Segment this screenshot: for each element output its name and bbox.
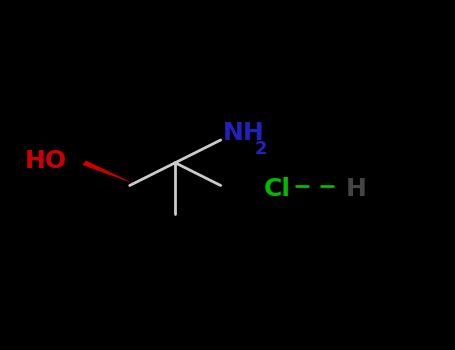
Text: 2: 2 [255, 140, 267, 158]
Text: NH: NH [223, 121, 265, 145]
Text: Cl: Cl [264, 177, 291, 201]
Text: H: H [346, 177, 367, 201]
Polygon shape [82, 160, 134, 184]
Text: HO: HO [25, 149, 67, 173]
